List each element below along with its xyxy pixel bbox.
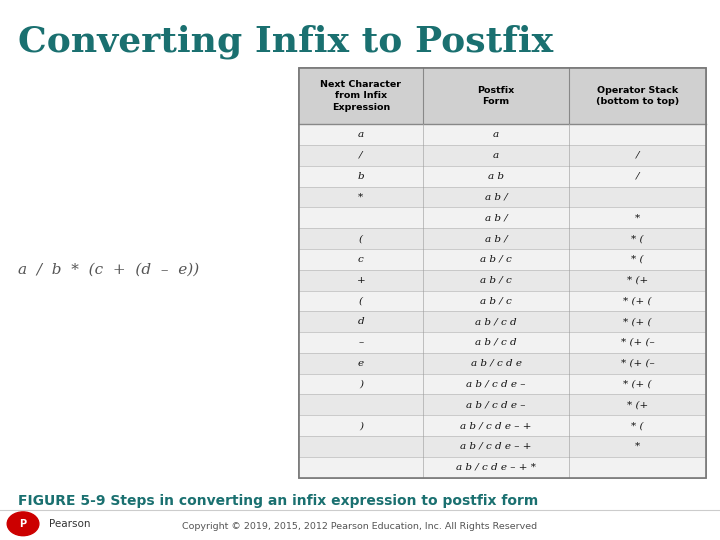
Text: ): )	[359, 380, 363, 389]
Text: c: c	[358, 255, 364, 264]
Text: Pearson: Pearson	[49, 519, 91, 529]
FancyBboxPatch shape	[299, 436, 706, 457]
FancyBboxPatch shape	[299, 228, 706, 249]
Text: * (+ (: * (+ (	[624, 380, 652, 389]
Text: a b / c d e – + *: a b / c d e – + *	[456, 463, 536, 472]
FancyBboxPatch shape	[299, 186, 706, 207]
Text: b: b	[358, 172, 364, 181]
Text: a b /: a b /	[485, 192, 508, 201]
Text: * (+: * (+	[627, 275, 648, 285]
Text: /: /	[636, 151, 639, 160]
Circle shape	[7, 512, 39, 536]
FancyBboxPatch shape	[299, 457, 706, 477]
Text: FIGURE 5-9 Steps in converting an infix expression to postfix form: FIGURE 5-9 Steps in converting an infix …	[18, 494, 539, 508]
FancyBboxPatch shape	[299, 291, 706, 311]
FancyBboxPatch shape	[299, 374, 706, 394]
Text: a b / c d e – +: a b / c d e – +	[460, 442, 532, 451]
Text: * (: * (	[631, 255, 644, 264]
Text: * (+ (: * (+ (	[624, 317, 652, 326]
Text: a b / c d e – +: a b / c d e – +	[460, 421, 532, 430]
Text: /: /	[636, 172, 639, 181]
FancyBboxPatch shape	[299, 332, 706, 353]
Text: a b / c d e –: a b / c d e –	[467, 400, 526, 409]
FancyBboxPatch shape	[299, 207, 706, 228]
FancyBboxPatch shape	[299, 311, 706, 332]
Text: a b / c d: a b / c d	[475, 338, 517, 347]
Text: a: a	[493, 130, 499, 139]
Text: /: /	[359, 151, 363, 160]
Text: * (+ (–: * (+ (–	[621, 338, 654, 347]
Text: a b / c d: a b / c d	[475, 317, 517, 326]
FancyBboxPatch shape	[299, 270, 706, 291]
Text: a b / c: a b / c	[480, 275, 512, 285]
Text: a b / c: a b / c	[480, 296, 512, 306]
Text: a: a	[358, 130, 364, 139]
Text: a: a	[493, 151, 499, 160]
Text: a b /: a b /	[485, 213, 508, 222]
Text: a b / c d e: a b / c d e	[471, 359, 521, 368]
FancyBboxPatch shape	[299, 68, 706, 477]
FancyBboxPatch shape	[299, 166, 706, 186]
Text: Postfix
Form: Postfix Form	[477, 86, 515, 106]
Text: e: e	[358, 359, 364, 368]
Text: * (+ (–: * (+ (–	[621, 359, 654, 368]
Text: * (+: * (+	[627, 400, 648, 409]
FancyBboxPatch shape	[299, 394, 706, 415]
Text: (: (	[359, 296, 363, 306]
Text: * (+ (: * (+ (	[624, 296, 652, 306]
FancyBboxPatch shape	[299, 68, 706, 124]
Text: (: (	[359, 234, 363, 243]
FancyBboxPatch shape	[299, 415, 706, 436]
Text: –: –	[359, 338, 364, 347]
Text: Copyright © 2019, 2015, 2012 Pearson Education, Inc. All Rights Reserved: Copyright © 2019, 2015, 2012 Pearson Edu…	[182, 522, 538, 531]
Text: a b /: a b /	[485, 234, 508, 243]
Text: *: *	[635, 442, 640, 451]
Text: Operator Stack
(bottom to top): Operator Stack (bottom to top)	[596, 86, 679, 106]
Text: Next Character
from Infix
Expression: Next Character from Infix Expression	[320, 80, 401, 112]
FancyBboxPatch shape	[299, 145, 706, 166]
Text: d: d	[358, 317, 364, 326]
Text: a b / c d e –: a b / c d e –	[467, 380, 526, 389]
Text: P: P	[19, 519, 27, 529]
Text: *: *	[635, 213, 640, 222]
FancyBboxPatch shape	[299, 353, 706, 374]
Text: +: +	[356, 275, 365, 285]
Text: a b / c: a b / c	[480, 255, 512, 264]
Text: a  /  b  *  (c  +  (d  –  e)): a / b * (c + (d – e))	[18, 263, 199, 277]
FancyBboxPatch shape	[299, 249, 706, 269]
Text: ): )	[359, 421, 363, 430]
Text: a b: a b	[488, 172, 504, 181]
Text: *: *	[359, 192, 364, 201]
Text: * (: * (	[631, 421, 644, 430]
Text: Converting Infix to Postfix: Converting Infix to Postfix	[18, 24, 553, 59]
FancyBboxPatch shape	[299, 124, 706, 145]
Text: * (: * (	[631, 234, 644, 243]
